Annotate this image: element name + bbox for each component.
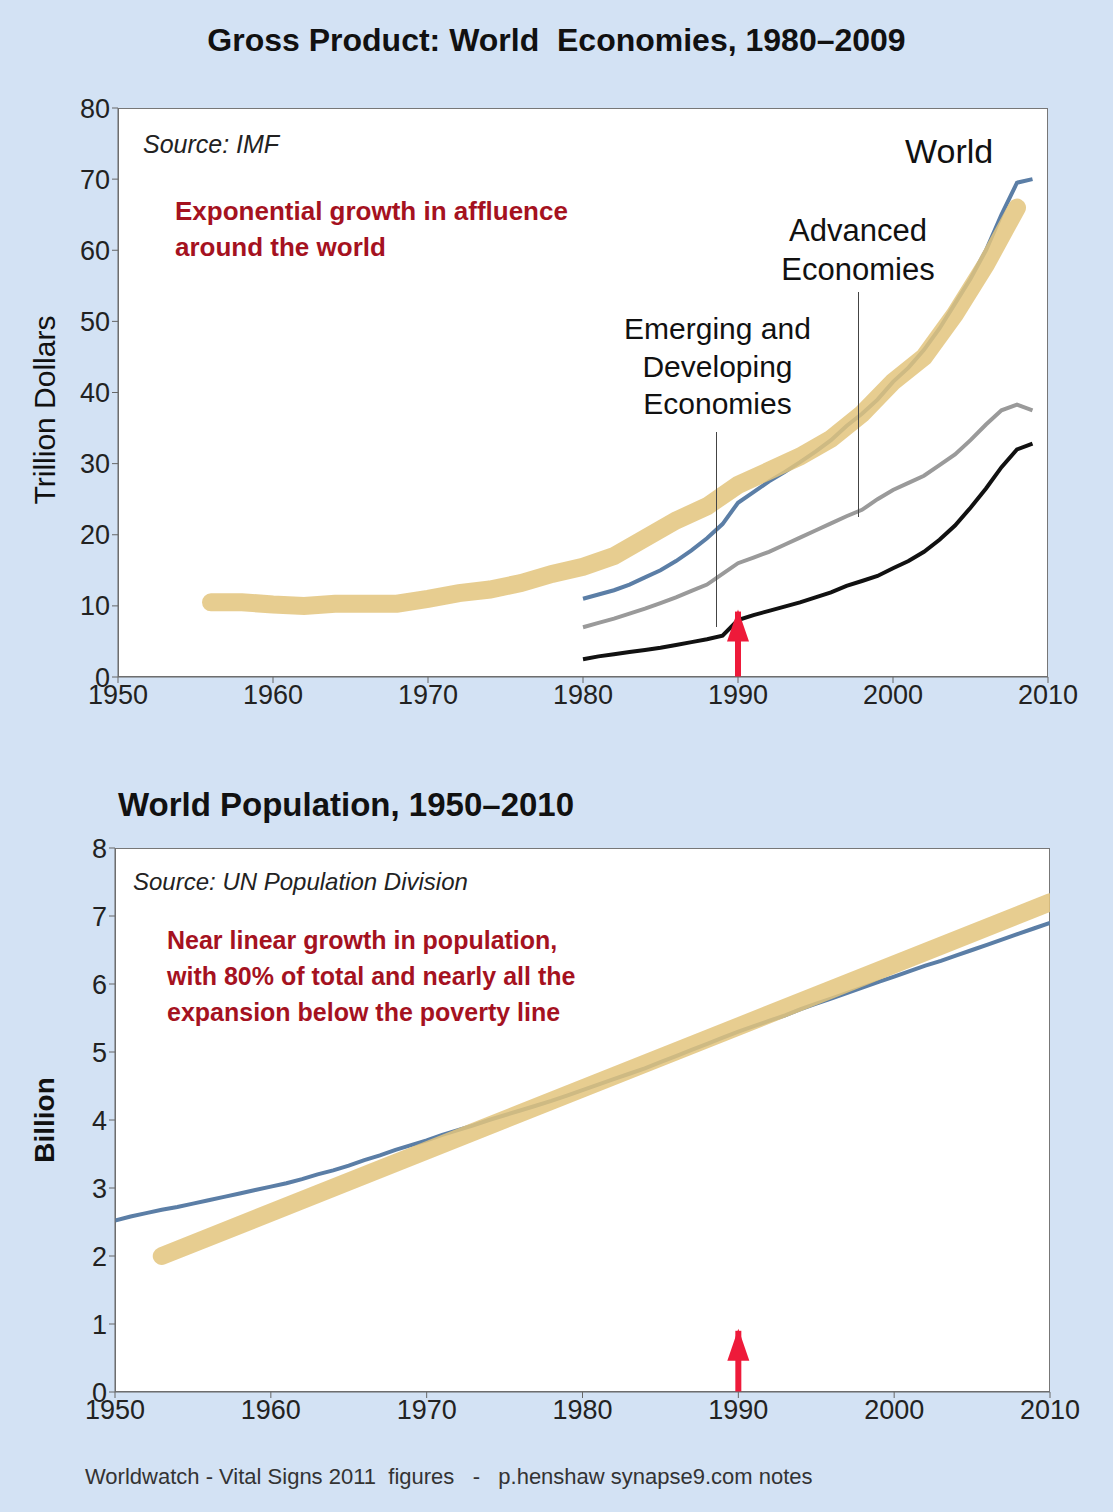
- html-text:Advanced Economies: Advanced Economies: [781, 213, 935, 287]
- svg-text:40: 40: [80, 378, 110, 408]
- svg-text:2000: 2000: [863, 680, 923, 710]
- svg-text:1980: 1980: [552, 1395, 612, 1425]
- svg-text:30: 30: [80, 449, 110, 479]
- html-text:Gross Product: World Economies: Gross Product: World Economies, 1980–200…: [207, 22, 906, 58]
- svg-text:0: 0: [92, 1378, 107, 1408]
- html-text:Exponential growth in affluenc: Exponential growth in affluence: [175, 196, 568, 226]
- html-text:Source: IMF: Source: IMF: [143, 130, 280, 158]
- html-text:expansion below the poverty li: expansion below the poverty line: [167, 998, 561, 1026]
- html-text:World: World: [905, 132, 994, 170]
- svg-text:3: 3: [92, 1174, 107, 1204]
- svg-text:1: 1: [92, 1310, 107, 1340]
- svg-text:70: 70: [80, 165, 110, 195]
- html-text:Near linear growth in populati: Near linear growth in population,: [167, 926, 558, 954]
- html-text:with 80% of total and nearly a: with 80% of total and nearly all the: [167, 962, 576, 990]
- svg-text:1960: 1960: [241, 1395, 301, 1425]
- svg-text:1950: 1950: [88, 680, 148, 711]
- svg-text:60: 60: [80, 236, 110, 266]
- svg-text:2010: 2010: [1020, 1395, 1080, 1425]
- svg-text:5: 5: [92, 1038, 107, 1068]
- svg-text:1950: 1950: [85, 1395, 145, 1426]
- svg-text:4: 4: [92, 1106, 107, 1136]
- svg-text:7: 7: [92, 902, 107, 932]
- html-text:Worldwatch - Vital Signs 2011: Worldwatch - Vital Signs 2011 figures - …: [85, 1464, 813, 1489]
- svg-text:10: 10: [80, 591, 110, 621]
- svg-text:1970: 1970: [398, 680, 458, 710]
- html-text:Source: UN Population Division: Source: UN Population Division: [133, 868, 468, 895]
- html-text:Emerging and Developing Econom: Emerging and Developing Economies: [624, 312, 811, 420]
- html-text:Billion: Billion: [29, 1077, 60, 1163]
- html-text:Trillion Dollars: Trillion Dollars: [28, 315, 61, 505]
- svg-text:20: 20: [80, 520, 110, 550]
- svg-text:0: 0: [95, 663, 110, 693]
- html-text:World Population, 1950–2010: World Population, 1950–2010: [118, 786, 574, 823]
- svg-text:2000: 2000: [864, 1395, 924, 1425]
- svg-text:1990: 1990: [708, 1395, 768, 1425]
- svg-text:8: 8: [92, 834, 107, 864]
- svg-text:2: 2: [92, 1242, 107, 1272]
- svg-text:50: 50: [80, 307, 110, 337]
- svg-text:1970: 1970: [397, 1395, 457, 1425]
- svg-text:80: 80: [80, 94, 110, 124]
- svg-text:1990: 1990: [708, 680, 768, 710]
- svg-text:2010: 2010: [1018, 680, 1078, 710]
- svg-text:1960: 1960: [243, 680, 303, 710]
- html-text:around the world: around the world: [175, 232, 386, 262]
- svg-text:1980: 1980: [553, 680, 613, 710]
- svg-text:6: 6: [92, 970, 107, 1000]
